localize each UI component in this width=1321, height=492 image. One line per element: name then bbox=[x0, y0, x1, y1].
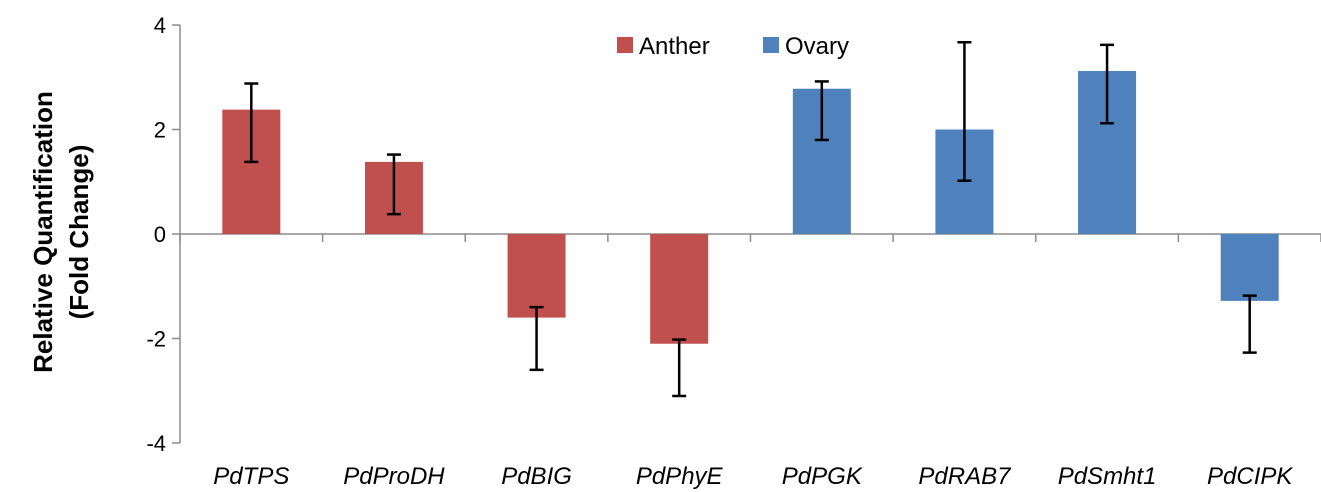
legend-label-ovary: Ovary bbox=[785, 33, 849, 60]
y-tick-label: -2 bbox=[146, 327, 166, 352]
legend: Anther Ovary bbox=[617, 33, 849, 60]
legend-swatch-anther bbox=[617, 37, 633, 53]
y-tick-label: 2 bbox=[154, 118, 166, 143]
bar-ovary bbox=[1220, 234, 1279, 301]
y-axis-title-line-2: (Fold Change) bbox=[64, 145, 94, 320]
category-label: PdRAB7 bbox=[918, 463, 1012, 490]
category-label: PdPhyE bbox=[636, 463, 724, 490]
category-label: PdSmht1 bbox=[1058, 463, 1157, 490]
legend-swatch-ovary bbox=[763, 37, 779, 53]
category-label: PdCIPK bbox=[1207, 463, 1293, 490]
y-axis-title: Relative Quantification (Fold Change) bbox=[28, 91, 94, 373]
category-label: PdTPS bbox=[213, 463, 289, 490]
y-tick-label: 4 bbox=[154, 13, 166, 38]
label-layer: 4 2 0 -2 -4 PdTPS PdProDH PdBIG PdPhyE PdPGK PdRAB… bbox=[146, 13, 1293, 490]
y-tick-label: 0 bbox=[154, 222, 166, 247]
y-tick-label: -4 bbox=[146, 431, 166, 456]
category-label: PdBIG bbox=[501, 463, 572, 490]
error-bar-layer bbox=[244, 40, 1257, 398]
category-label: PdProDH bbox=[343, 463, 445, 490]
category-label: PdPGK bbox=[782, 463, 863, 490]
bar-anther bbox=[650, 234, 709, 344]
bar-layer bbox=[222, 70, 1279, 344]
legend-label-anther: Anther bbox=[639, 33, 710, 60]
bar-anther bbox=[507, 234, 566, 318]
y-axis-title-line-1: Relative Quantification bbox=[28, 91, 58, 373]
axis-layer bbox=[172, 24, 1321, 444]
